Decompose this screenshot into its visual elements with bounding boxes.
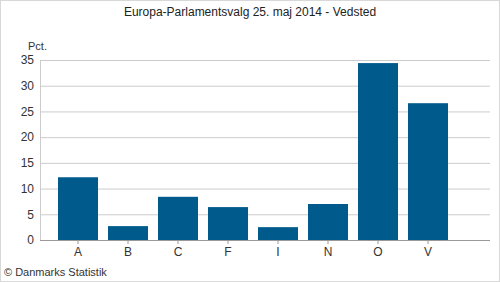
bar bbox=[208, 207, 248, 240]
x-tick-mark bbox=[378, 240, 379, 244]
x-tick-mark bbox=[428, 240, 429, 244]
bar bbox=[408, 103, 448, 240]
bar bbox=[358, 63, 398, 240]
y-axis-title: Pct. bbox=[28, 40, 47, 52]
y-tick-label: 5 bbox=[27, 208, 34, 222]
grid-line bbox=[40, 86, 490, 87]
x-tick: I bbox=[276, 240, 279, 259]
y-tick: 30 bbox=[21, 79, 40, 93]
grid-line bbox=[40, 60, 490, 61]
y-tick-label: 25 bbox=[21, 105, 35, 119]
y-axis: 0 5 10 15 20 25 30 35 bbox=[21, 53, 41, 247]
x-tick: F bbox=[224, 240, 231, 259]
y-tick-label: 35 bbox=[21, 53, 35, 67]
y-tick: 20 bbox=[21, 130, 40, 144]
y-tick: 35 bbox=[21, 53, 40, 67]
x-tick: C bbox=[174, 240, 183, 259]
x-tick: B bbox=[124, 240, 132, 259]
chart: 0 5 10 15 20 25 30 35 A B C F I N O V Europa-Parlamentsv… bbox=[0, 0, 500, 282]
y-tick-label: 20 bbox=[21, 130, 35, 144]
x-axis-line bbox=[40, 240, 490, 241]
source: © Danmarks Statistik bbox=[4, 266, 107, 278]
title: Europa-Parlamentsvalg 25. maj 2014 - Ved… bbox=[124, 5, 376, 19]
x-tick: A bbox=[74, 240, 82, 259]
x-tick-label: A bbox=[74, 245, 82, 259]
bar bbox=[108, 226, 148, 240]
x-tick-label: F bbox=[224, 245, 231, 259]
y-tick-label: 0 bbox=[27, 233, 34, 247]
y-tick: 5 bbox=[27, 208, 40, 222]
y-tick: 15 bbox=[21, 156, 40, 170]
x-tick-mark bbox=[278, 240, 279, 244]
x-tick: N bbox=[324, 240, 333, 259]
x-tick-mark bbox=[128, 240, 129, 244]
y-tick: 10 bbox=[21, 182, 40, 196]
bar bbox=[158, 197, 198, 240]
x-axis: ABCFINOV bbox=[40, 240, 490, 259]
y-tick: 0 bbox=[27, 233, 40, 247]
grid-line bbox=[40, 240, 490, 241]
bars bbox=[58, 63, 448, 240]
y-tick: 25 bbox=[21, 105, 40, 119]
bar bbox=[58, 177, 98, 240]
x-tick: O bbox=[373, 240, 382, 259]
x-tick-mark bbox=[328, 240, 329, 244]
x-tick-mark bbox=[228, 240, 229, 244]
background bbox=[1, 1, 500, 282]
bar bbox=[308, 204, 348, 240]
x-tick-label: C bbox=[174, 245, 183, 259]
x-tick: V bbox=[424, 240, 432, 259]
x-tick-label: V bbox=[424, 245, 432, 259]
bar bbox=[258, 227, 298, 240]
x-tick-mark bbox=[78, 240, 79, 244]
grid bbox=[40, 61, 490, 241]
y-tick-label: 15 bbox=[21, 156, 35, 170]
y-axis-line bbox=[40, 61, 41, 241]
y-tick-label: 30 bbox=[21, 79, 35, 93]
x-tick-mark bbox=[178, 240, 179, 244]
x-tick-label: B bbox=[124, 245, 132, 259]
x-tick-label: N bbox=[324, 245, 333, 259]
x-tick-label: O bbox=[373, 245, 382, 259]
x-tick-label: I bbox=[276, 245, 279, 259]
y-tick-label: 10 bbox=[21, 182, 35, 196]
